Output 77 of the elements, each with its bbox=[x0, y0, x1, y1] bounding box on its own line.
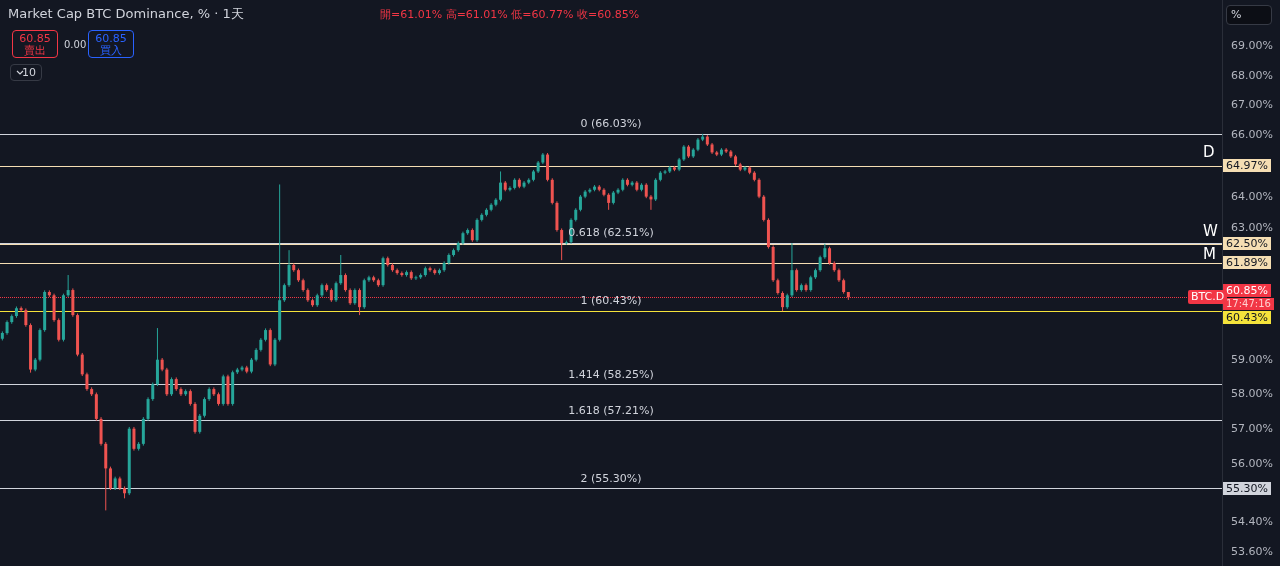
text: 60.43% bbox=[1223, 311, 1271, 325]
candlestick bbox=[414, 275, 418, 281]
y-tick-label: 68.00% bbox=[1231, 68, 1273, 82]
candlestick bbox=[616, 187, 620, 195]
text: 64.97% bbox=[1223, 159, 1271, 173]
candlestick bbox=[198, 413, 202, 435]
candlestick bbox=[339, 254, 343, 286]
y-tick-label: 64.00% bbox=[1231, 189, 1273, 203]
candlestick bbox=[400, 270, 404, 278]
ref-line-label: 1.618 (57.21%) bbox=[568, 403, 654, 417]
y-tick-label: 69.00% bbox=[1231, 39, 1273, 53]
candlestick bbox=[828, 246, 832, 266]
candlestick bbox=[85, 372, 89, 392]
candlestick bbox=[151, 382, 155, 402]
ref-line-label: 2 (55.30%) bbox=[580, 471, 642, 485]
candlestick bbox=[654, 177, 658, 202]
candlestick bbox=[508, 185, 512, 192]
candlestick bbox=[367, 275, 371, 283]
candlestick bbox=[781, 290, 785, 312]
candlestick bbox=[202, 396, 206, 418]
text: 60.85% bbox=[1223, 284, 1271, 298]
candlestick bbox=[287, 249, 291, 288]
candlestick bbox=[762, 194, 766, 222]
candlestick bbox=[663, 169, 667, 175]
annotation: 0.00 bbox=[64, 38, 87, 51]
annotation: 60.85 bbox=[18, 32, 52, 45]
buy-button[interactable]: 60.85 買入 bbox=[88, 30, 134, 58]
scale-button[interactable]: % bbox=[1226, 5, 1272, 25]
candlestick bbox=[108, 466, 112, 491]
candlestick bbox=[475, 217, 479, 243]
annotation: D bbox=[1203, 143, 1215, 162]
candlestick bbox=[499, 170, 503, 202]
y-tick-label: 59.00% bbox=[1231, 352, 1273, 366]
candlestick bbox=[795, 268, 799, 293]
annotation: 賣出 bbox=[23, 44, 47, 57]
candlestick bbox=[132, 426, 136, 452]
annotation: 10 bbox=[22, 66, 36, 79]
ref-line-label: 1 (60.43%) bbox=[580, 294, 642, 308]
annotation: M bbox=[1203, 244, 1216, 263]
candlestick bbox=[588, 187, 592, 194]
candlestick bbox=[24, 307, 28, 328]
candlestick bbox=[560, 227, 564, 261]
y-tick-label: 56.00% bbox=[1231, 456, 1273, 470]
y-tick-label: 54.40% bbox=[1231, 514, 1273, 528]
ref-line-label: 1.414 (58.25%) bbox=[568, 367, 654, 381]
candlestick bbox=[80, 352, 84, 377]
sell-button[interactable]: 60.85 賣出 bbox=[12, 30, 58, 58]
annotation: BTC.D bbox=[1188, 290, 1228, 305]
candlestick bbox=[240, 365, 244, 372]
candlestick bbox=[66, 274, 70, 298]
text: 開=61.01% 高=61.01% 低=60.77% 收=60.85% bbox=[380, 8, 640, 21]
text: 55.30% bbox=[1223, 481, 1271, 495]
text: 62.50% bbox=[1223, 236, 1271, 250]
y-tick-label: 53.60% bbox=[1231, 544, 1273, 558]
text: 61.89% bbox=[1223, 256, 1271, 270]
candlestick bbox=[334, 281, 338, 303]
candlestick bbox=[282, 283, 286, 303]
y-tick-label: 63.00% bbox=[1231, 221, 1273, 235]
interval-dropdown[interactable]: 10 bbox=[10, 64, 42, 81]
candlestick bbox=[757, 177, 761, 199]
annotation: 買入 bbox=[99, 44, 123, 57]
candlestick bbox=[428, 266, 432, 273]
text: 17:47:16 bbox=[1223, 298, 1274, 311]
text: Market Cap BTC Dominance, % · 1天 bbox=[8, 6, 244, 22]
y-tick-label: 67.00% bbox=[1231, 98, 1273, 112]
candlestick bbox=[550, 177, 554, 205]
y-tick-label: 57.00% bbox=[1231, 421, 1273, 435]
candlestick bbox=[57, 317, 61, 342]
candlestick bbox=[343, 272, 347, 293]
ref-line-label: 0 (66.03%) bbox=[580, 116, 642, 130]
y-tick-label: 58.00% bbox=[1231, 386, 1273, 400]
y-tick-label: 66.00% bbox=[1231, 128, 1273, 142]
annotation: W bbox=[1203, 221, 1218, 240]
candlestick bbox=[358, 287, 362, 316]
candlestick bbox=[170, 376, 174, 397]
annotation: 60.85 bbox=[94, 32, 128, 45]
candlestick bbox=[146, 396, 150, 422]
